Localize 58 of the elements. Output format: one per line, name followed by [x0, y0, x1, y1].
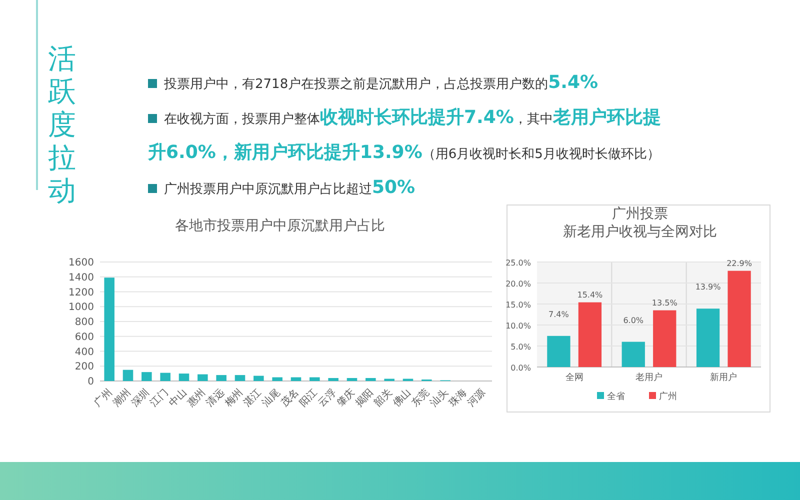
chart-title: 各地市投票用户中原沉默用户占比 [175, 218, 385, 234]
bar [122, 370, 134, 381]
y-tick-label: 1400 [68, 272, 94, 284]
x-tick-label: 江门 [148, 386, 170, 410]
y-tick-label: 10.0% [506, 322, 532, 330]
data-label: 6.0% [623, 316, 644, 325]
bar [366, 378, 376, 381]
y-tick-label: 20.0% [506, 280, 532, 288]
bar [234, 375, 246, 381]
bar [178, 374, 190, 381]
bar [728, 270, 751, 367]
chart-title: 广州投票 [612, 206, 668, 222]
text: 广州投票用户中原沉默用户占比超过50% [163, 176, 416, 200]
text: 投票用户中，有2718户在投票之前是沉默用户，占总投票用户数的5.4% [163, 71, 600, 95]
y-tick-label: 600 [74, 332, 94, 343]
y-tick-label: 1000 [68, 302, 94, 314]
bar [346, 378, 358, 381]
bar [578, 302, 602, 367]
bar [290, 377, 302, 381]
text: 在收视方面，投票用户整体收视时长环比提升7.4%，其中老用户环比提升6.0%，新用户环比提升13.9%（用6月收视时长和5月收视时长做环比） [148, 107, 661, 163]
bar [198, 374, 208, 381]
bar [328, 378, 338, 381]
y-tick-label: 800 [74, 317, 94, 328]
x-tick-label: 清远 [204, 386, 226, 410]
y-tick-label: 0.0% [510, 364, 532, 372]
bar [254, 376, 264, 381]
bar [310, 377, 320, 381]
x-tick-label: 新用户 [710, 372, 738, 383]
y-tick-label: 1200 [68, 287, 94, 298]
x-tick-label: 全网 [565, 372, 584, 383]
text: 活跃度拉动 [47, 42, 77, 207]
bar [104, 278, 114, 381]
bar [653, 310, 676, 367]
data-label: 13.9% [695, 282, 722, 292]
bar [547, 336, 570, 367]
bar [696, 308, 720, 367]
data-label: 7.4% [548, 310, 570, 319]
y-tick-label: 0 [88, 376, 94, 388]
bar [622, 342, 645, 367]
data-label: 22.9% [726, 258, 752, 268]
y-tick-label: 15.0% [506, 300, 532, 310]
bar [272, 377, 282, 381]
bar [142, 372, 152, 381]
data-label: 13.5% [652, 298, 678, 308]
y-tick-label: 200 [74, 362, 94, 373]
bar [160, 372, 170, 381]
data-label: 15.4% [577, 290, 604, 300]
y-tick-label: 25.0% [506, 258, 532, 268]
x-tick-label: 老用户 [636, 372, 662, 383]
x-tick-label: 河源 [465, 386, 488, 410]
x-tick-label: 韶关 [372, 386, 394, 410]
bar [216, 375, 226, 381]
y-tick-label: 5.0% [510, 342, 532, 352]
y-tick-label: 1600 [68, 258, 94, 268]
legend-label: 全省 [607, 391, 625, 402]
y-tick-label: 400 [74, 346, 94, 358]
x-tick-label: 汕尾 [260, 386, 282, 410]
chart-subtitle: 新老用户收视与全网对比 [563, 224, 717, 240]
